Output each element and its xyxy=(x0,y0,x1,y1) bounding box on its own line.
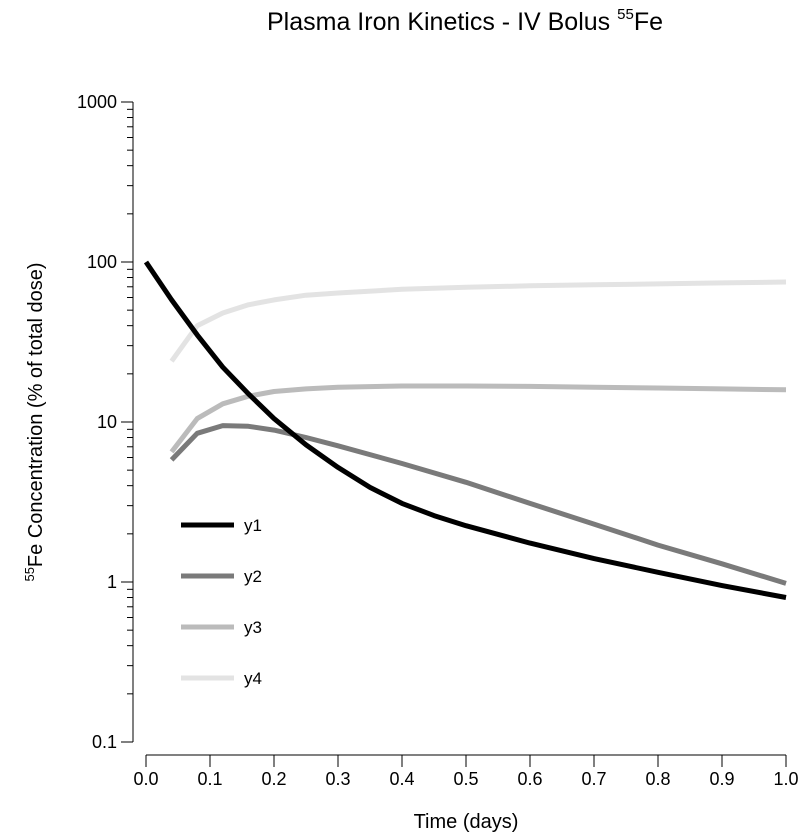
x-tick-label: 0.6 xyxy=(517,769,542,789)
legend-label-y2: y2 xyxy=(244,567,262,586)
series-line-y3 xyxy=(169,383,787,454)
x-tick-label: 0.9 xyxy=(709,769,734,789)
y-axis-ticks: 0.1 1 10 100 1000 xyxy=(77,92,133,752)
y-tick-label: 0.1 xyxy=(92,732,117,752)
x-tick-label: 0.5 xyxy=(453,769,478,789)
series-lines xyxy=(143,260,787,600)
legend-label-y4: y4 xyxy=(244,669,262,688)
x-tick-label: 0.1 xyxy=(197,769,222,789)
series-line-y4 xyxy=(169,279,787,363)
x-tick-label: 0.3 xyxy=(325,769,350,789)
legend: y1 y2 y3 y4 xyxy=(181,516,262,688)
y-tick-label: 10 xyxy=(97,412,117,432)
legend-label-y3: y3 xyxy=(244,618,262,637)
chart-title-suffix: Fe xyxy=(634,8,663,36)
x-tick-label: 1.0 xyxy=(773,769,798,789)
series-line-y1 xyxy=(143,260,787,600)
x-axis-ticks: 0.0 0.1 0.2 0.3 0.4 0.5 0.6 0.7 0.8 0.9 1.0 xyxy=(133,755,799,789)
x-tick-label: 0.8 xyxy=(645,769,670,789)
x-axis-label: Time (days) xyxy=(414,811,519,833)
y-tick-label: 1 xyxy=(107,572,117,592)
chart-title: Plasma Iron Kinetics - IV Bolus 55Fe xyxy=(267,6,663,36)
y-tick-label: 1000 xyxy=(77,92,117,112)
series-line-y2 xyxy=(169,423,787,586)
x-tick-label: 0.4 xyxy=(389,769,414,789)
y-axis-label-text: Fe Concentration (% of total dose) xyxy=(25,262,47,567)
chart-title-text: Plasma Iron Kinetics - IV Bolus xyxy=(267,8,610,36)
legend-label-y1: y1 xyxy=(244,516,262,535)
x-tick-label: 0.2 xyxy=(261,769,286,789)
x-tick-label: 0.7 xyxy=(581,769,606,789)
y-axis-label-superscript: 55 xyxy=(22,567,37,581)
x-tick-label: 0.0 xyxy=(133,769,158,789)
chart-title-superscript: 55 xyxy=(617,6,634,23)
y-tick-label: 100 xyxy=(87,252,117,272)
y-axis-label: 55Fe Concentration (% of total dose) xyxy=(22,262,47,581)
